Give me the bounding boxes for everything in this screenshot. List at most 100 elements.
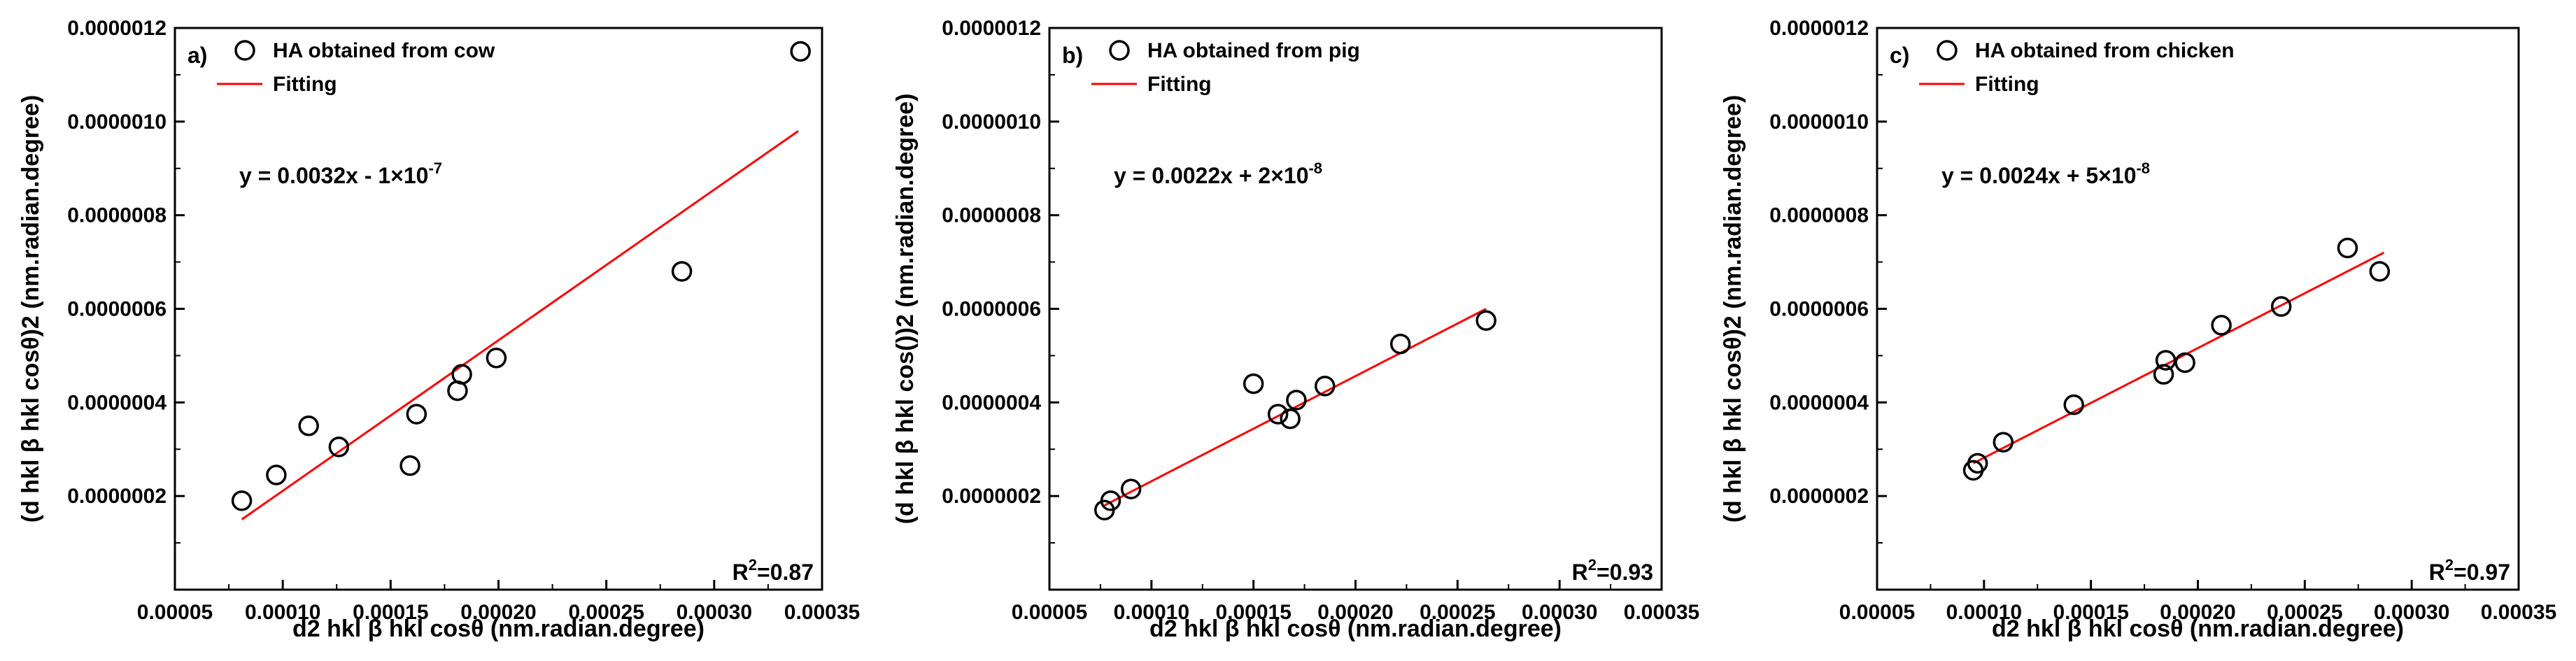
- data-point: [2174, 352, 2195, 374]
- fit-equation-exponent: -8: [1308, 159, 1322, 177]
- y-tick-label: 0.0000012: [942, 17, 1041, 40]
- fit-equation: y = 0.0032x - 1×10-7: [239, 159, 442, 188]
- data-point: [1243, 373, 1264, 395]
- legend-label-fit: Fitting: [273, 73, 337, 96]
- data-point: [328, 436, 350, 457]
- data-point: [1120, 478, 1142, 499]
- r-squared: R2=0.97: [2429, 556, 2510, 585]
- x-tick-label: 0.00005: [137, 601, 213, 624]
- x-axis-label: d2 hkl β hkl cosθ (nm.radian.degree): [1992, 616, 2404, 642]
- legend-label-data: HA obtained from chicken: [1975, 39, 2235, 62]
- y-tick-label: 0.0000008: [67, 204, 167, 227]
- fit-equation-exponent: -7: [428, 159, 442, 177]
- x-tick-label: 0.00025: [568, 601, 644, 624]
- y-tick-label: 0.0000006: [942, 298, 1041, 321]
- fit-equation-exponent: -8: [2136, 159, 2150, 177]
- data-point: [2270, 296, 2292, 317]
- panel-label: c): [1890, 43, 1909, 68]
- data-point: [2153, 364, 2174, 385]
- x-tick-label: 0.00025: [1420, 601, 1495, 624]
- x-tick-label: 0.00035: [2481, 601, 2556, 624]
- x-tick-label: 0.00025: [2267, 601, 2342, 624]
- x-tick-label: 0.00015: [353, 601, 428, 624]
- x-tick-label: 0.00015: [2053, 601, 2128, 624]
- r-squared-power: 2: [2445, 556, 2454, 574]
- legend-label-data: HA obtained from pig: [1147, 39, 1360, 62]
- x-tick-label: 0.00030: [1522, 601, 1597, 624]
- r-squared: R2=0.93: [1572, 556, 1653, 585]
- y-tick-label: 0.0000010: [942, 111, 1041, 134]
- data-point: [2063, 394, 2084, 415]
- data-point: [399, 455, 420, 476]
- r-squared-value: =0.97: [2454, 560, 2510, 585]
- data-point: [406, 404, 427, 425]
- y-tick-label: 0.0000010: [1769, 111, 1869, 134]
- y-tick-label: 0.0000004: [67, 391, 167, 414]
- data-point: [231, 490, 253, 511]
- x-tick-label: 0.00015: [1215, 601, 1291, 624]
- legend-label-data: HA obtained from cow: [273, 39, 495, 62]
- y-tick-label: 0.0000004: [942, 391, 1041, 414]
- legend-marker: [1937, 40, 1958, 61]
- x-tick-label: 0.00005: [1839, 601, 1915, 624]
- y-axis-label: (d hkl β hkl cosθ)2 (nm.radian.degree): [17, 95, 44, 523]
- data-point: [2155, 350, 2177, 371]
- x-tick-label: 0.00010: [245, 601, 320, 624]
- x-tick-label: 0.00030: [2374, 601, 2449, 624]
- x-tick-label: 0.00020: [460, 601, 536, 624]
- y-tick-label: 0.0000008: [1769, 204, 1869, 227]
- y-tick-label: 0.0000002: [1769, 485, 1869, 508]
- x-tick-label: 0.00035: [784, 601, 860, 624]
- data-point: [298, 415, 319, 436]
- fit-equation: y = 0.0024x + 5×10-8: [1941, 159, 2150, 188]
- r-squared-symbol: R: [1572, 560, 1588, 585]
- legend-marker: [234, 40, 255, 61]
- x-tick-label: 0.00010: [1946, 601, 2022, 624]
- data-point: [790, 41, 811, 62]
- chart-panel-2: 0.00005 0.00010 0.00015 0.00020 0.00025 0.000…: [892, 17, 1699, 642]
- data-point: [1993, 432, 2014, 453]
- r-squared-power: 2: [1588, 556, 1597, 574]
- x-tick-label: 0.00030: [677, 601, 752, 624]
- data-point: [671, 261, 693, 282]
- chart-panel-3: 0.00005 0.00010 0.00015 0.00020 0.00025 0.000…: [1720, 17, 2556, 642]
- r-squared-symbol: R: [2429, 560, 2445, 585]
- x-tick-label: 0.00020: [2160, 601, 2235, 624]
- fit-equation-main: y = 0.0024x + 5×10: [1941, 163, 2136, 188]
- r-squared-value: =0.87: [757, 560, 814, 585]
- y-tick-label: 0.0000002: [67, 485, 167, 508]
- legend-label-fit: Fitting: [1147, 73, 1212, 96]
- r-squared-value: =0.93: [1597, 560, 1653, 585]
- r-squared-symbol: R: [733, 560, 749, 585]
- y-axis-label: (d hkl β hkl cosθ)2 (nm.radian.degree): [1720, 95, 1746, 523]
- panel-label: b): [1062, 43, 1083, 68]
- data-point: [451, 364, 472, 385]
- data-point: [1967, 453, 1988, 474]
- legend-marker: [1109, 40, 1130, 61]
- y-tick-label: 0.0000002: [942, 485, 1041, 508]
- x-tick-label: 0.00005: [1012, 601, 1087, 624]
- y-axis-label: (d hkl β hkl cos())2 (nm.radian.degree): [892, 94, 919, 525]
- data-point: [266, 464, 287, 485]
- y-tick-label: 0.0000004: [1769, 391, 1869, 414]
- y-tick-label: 0.0000006: [1769, 298, 1869, 321]
- y-tick-label: 0.0000008: [942, 204, 1041, 227]
- y-tick-label: 0.0000012: [1769, 17, 1869, 40]
- x-axis-label: d2 hkl β hkl cosθ (nm.radian.degree): [292, 616, 705, 642]
- panel-label: a): [187, 43, 207, 68]
- data-point: [486, 348, 507, 369]
- data-point: [2369, 261, 2391, 282]
- data-point: [1280, 408, 1301, 429]
- fit-equation-main: y = 0.0022x + 2×10: [1114, 163, 1308, 188]
- legend-label-fit: Fitting: [1975, 73, 2039, 96]
- data-point: [2337, 237, 2358, 259]
- x-tick-label: 0.00020: [1317, 601, 1393, 624]
- data-point: [1315, 376, 1336, 397]
- y-tick-label: 0.0000010: [67, 111, 167, 134]
- r-squared-power: 2: [749, 556, 757, 574]
- data-point: [1389, 333, 1411, 355]
- fit-equation-main: y = 0.0032x - 1×10: [239, 163, 428, 188]
- fit-line: [1104, 308, 1487, 506]
